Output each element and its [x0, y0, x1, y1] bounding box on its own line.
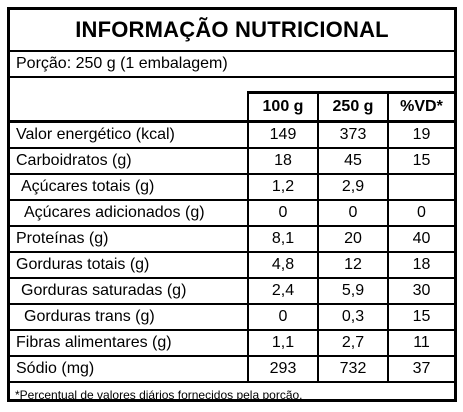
portion-size: Porção: 250 g (1 embalagem): [10, 52, 454, 78]
nutrient-name: Proteínas (g): [10, 225, 248, 252]
value-100g: 4,8: [247, 251, 318, 278]
value-250g: 0,3: [317, 303, 388, 330]
nutrient-name: Açúcares adicionados (g): [10, 199, 248, 226]
nutrient-name: Gorduras trans (g): [10, 303, 248, 330]
nutrient-name: Sódio (mg): [10, 355, 248, 383]
header-row: 100 g 250 g %VD*: [10, 91, 454, 122]
nutrient-name: Fibras alimentares (g): [10, 329, 248, 356]
value-100g: 2,4: [247, 277, 318, 304]
table-row: Fibras alimentares (g) 1,1 2,7 11: [10, 329, 454, 356]
footnote: *Percentual de valores diários fornecido…: [15, 388, 303, 402]
value-250g: 373: [317, 120, 388, 148]
value-vd: [387, 173, 454, 200]
nutrient-name: Gorduras totais (g): [10, 251, 248, 278]
value-100g: 18: [247, 147, 318, 174]
value-100g: 293: [247, 355, 318, 383]
value-250g: 12: [317, 251, 388, 278]
header-blank-cell: [10, 93, 248, 122]
value-vd: 15: [387, 303, 454, 330]
value-vd: 37: [387, 355, 454, 383]
value-250g: 2,9: [317, 173, 388, 200]
value-vd: 40: [387, 225, 454, 252]
value-vd: 19: [387, 120, 454, 148]
value-250g: 45: [317, 147, 388, 174]
value-250g: 20: [317, 225, 388, 252]
spacer: [10, 78, 454, 91]
value-100g: 0: [247, 199, 318, 226]
nutrition-title: INFORMAÇÃO NUTRICIONAL: [10, 10, 454, 52]
value-vd: 18: [387, 251, 454, 278]
table-row: Açúcares adicionados (g) 0 0 0: [10, 199, 454, 226]
nutrient-name: Açúcares totais (g): [10, 173, 248, 200]
value-250g: 0: [317, 199, 388, 226]
table-row: Gorduras totais (g) 4,8 12 18: [10, 251, 454, 278]
nutrient-name: Gorduras saturadas (g): [10, 277, 248, 304]
value-250g: 732: [317, 355, 388, 383]
value-vd: 11: [387, 329, 454, 356]
header-250g: 250 g: [317, 91, 388, 122]
value-100g: 149: [247, 120, 318, 148]
table-row: Gorduras trans (g) 0 0,3 15: [10, 303, 454, 330]
value-100g: 8,1: [247, 225, 318, 252]
table-row: Carboidratos (g) 18 45 15: [10, 147, 454, 174]
table-row: Açúcares totais (g) 1,2 2,9: [10, 173, 454, 200]
nutrition-facts-panel: INFORMAÇÃO NUTRICIONAL Porção: 250 g (1 …: [7, 7, 457, 402]
value-250g: 5,9: [317, 277, 388, 304]
table-row: Sódio (mg) 293 732 37: [10, 355, 454, 383]
table-row: Gorduras saturadas (g) 2,4 5,9 30: [10, 277, 454, 304]
nutrient-name: Valor energético (kcal): [10, 120, 248, 148]
nutrient-name: Carboidratos (g): [10, 147, 248, 174]
header-vd: %VD*: [387, 91, 454, 122]
value-vd: 0: [387, 199, 454, 226]
value-vd: 15: [387, 147, 454, 174]
value-100g: 1,2: [247, 173, 318, 200]
value-250g: 2,7: [317, 329, 388, 356]
nutrition-table: 100 g 250 g %VD* Valor energético (kcal)…: [10, 91, 454, 383]
table-row: Proteínas (g) 8,1 20 40: [10, 225, 454, 252]
table-row: Valor energético (kcal) 149 373 19: [10, 120, 454, 148]
value-100g: 0: [247, 303, 318, 330]
header-100g: 100 g: [247, 91, 318, 122]
value-vd: 30: [387, 277, 454, 304]
value-100g: 1,1: [247, 329, 318, 356]
